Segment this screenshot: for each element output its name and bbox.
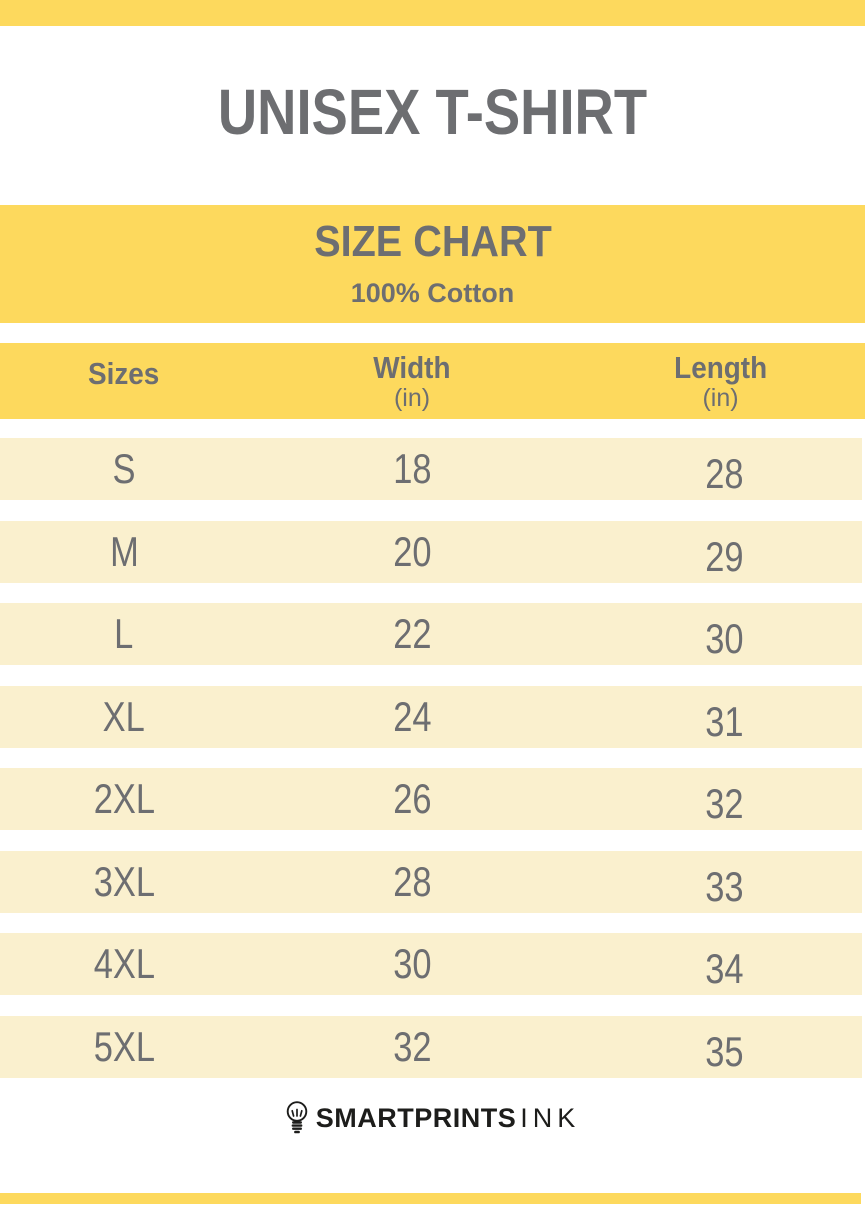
width-cell-value: 20 [392,527,432,575]
length-cell-value: 28 [705,450,744,497]
length-cell: 28 [576,438,865,500]
size-cell: 2XL [0,768,248,830]
column-header-sizes-label: Sizes [88,356,160,391]
table-row: 4XL 30 34 [0,933,862,995]
length-cell-value: 34 [705,945,744,992]
column-header-width-unit: (in) [393,384,431,412]
banner-subtitle: 100% Cotton [350,278,515,308]
length-cell-value: 32 [705,780,744,827]
width-cell-value: 24 [392,692,432,740]
table-row: XL 24 31 [0,685,865,748]
table-body: S 18 28 M 20 29 L 22 30 XL 24 31 2XL 26 32 3XL 28 33 4XL 30… [0,438,865,1078]
length-cell-value: 29 [705,532,744,580]
column-header-width: Width (in) [248,343,576,419]
width-cell: 32 [248,1016,576,1078]
width-cell: 28 [248,851,576,913]
size-cell-value: XL [102,692,146,740]
brand-name-light: INK [520,1102,581,1133]
width-cell-value: 26 [392,775,432,822]
banner-title: SIZE CHART [301,219,565,265]
column-header-length-unit: (in) [702,384,739,412]
width-cell-value: 32 [392,1022,432,1070]
size-cell: S [0,438,248,500]
width-cell: 20 [248,521,576,583]
table-row: 5XL 32 35 [0,1015,865,1078]
size-cell: 5XL [0,1016,248,1078]
banner-title-text: SIZE CHART [313,217,552,266]
table-row: 3XL 28 33 [0,850,865,913]
size-cell-value: 4XL [93,940,155,987]
size-cell-value: 2XL [93,775,155,822]
page-title-text: UNISEX T-SHIRT [217,76,648,148]
width-cell-value: 18 [392,445,432,492]
size-cell: 4XL [0,933,248,995]
table-header: Sizes Width (in) Length (in) [0,343,865,419]
top-accent-bar [0,0,865,26]
length-cell: 30 [576,603,865,665]
width-cell: 24 [248,686,576,748]
footer-logo: SMARTPRINTS INK [0,1098,865,1138]
column-header-length: Length (in) [576,343,865,419]
column-header-length-label: Length [674,350,767,385]
size-cell: XL [0,686,248,748]
size-cell-value: S [112,445,136,492]
width-cell-value: 30 [392,940,432,987]
width-cell: 26 [248,768,576,830]
size-cell-value: 3XL [93,857,155,905]
column-header-width-label: Width [373,350,451,385]
width-cell: 30 [248,933,576,995]
lightbulb-icon [286,1101,307,1134]
width-cell-value: 28 [392,857,432,905]
table-row: 2XL 26 32 [0,768,862,830]
table-row: M 20 29 [0,520,865,583]
length-cell-value: 31 [705,697,744,745]
bottom-accent-bar [0,1193,861,1204]
brand-name-bold: SMARTPRINTS [315,1102,517,1133]
table-row: S 18 28 [0,438,862,500]
length-cell: 31 [576,686,865,748]
width-cell: 18 [248,438,576,500]
length-cell-value: 35 [705,1027,744,1075]
length-cell: 29 [576,521,865,583]
size-cell-value: 5XL [93,1022,155,1070]
page-title: UNISEX T-SHIRT [0,80,865,144]
length-cell: 34 [576,933,865,995]
width-cell: 22 [248,603,576,665]
size-cell: M [0,521,248,583]
length-cell: 32 [576,768,865,830]
size-cell: 3XL [0,851,248,913]
size-cell-value: L [114,610,134,657]
column-header-sizes: Sizes [0,343,248,419]
length-cell: 33 [576,851,865,913]
table-row: L 22 30 [0,603,862,665]
size-chart-banner: SIZE CHART 100% Cotton [0,205,865,323]
length-cell-value: 33 [705,862,744,910]
length-cell: 35 [576,1016,865,1078]
size-cell: L [0,603,248,665]
size-cell-value: M [109,527,139,575]
width-cell-value: 22 [392,610,432,657]
length-cell-value: 30 [705,615,744,662]
